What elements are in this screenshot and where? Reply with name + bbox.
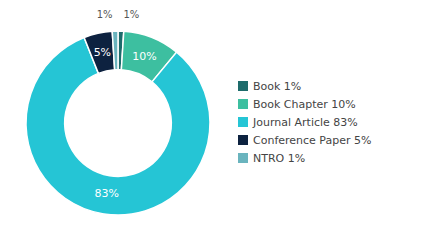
legend: Book 1% Book Chapter 10% Journal Article 8… (238, 80, 371, 165)
legend-item: Book Chapter 10% (238, 98, 356, 111)
legend-item: Journal Article 83% (238, 116, 358, 129)
chart: 1% 10% 83% 5% 1% Book 1% Book Chapter 10% Journ… (0, 0, 443, 246)
legend-swatch (238, 117, 248, 127)
slice (112, 31, 118, 70)
legend-item: Book 1% (238, 80, 301, 93)
donut (26, 31, 210, 215)
legend-label: Book 1% (253, 80, 301, 93)
data-label: 1% (97, 9, 113, 20)
legend-swatch (238, 153, 248, 163)
legend-item: NTRO 1% (238, 152, 305, 165)
legend-label: Journal Article 83% (252, 116, 358, 129)
legend-label: Conference Paper 5% (253, 134, 371, 147)
legend-swatch (238, 135, 248, 145)
data-label: 5% (94, 46, 111, 59)
legend-item: Conference Paper 5% (238, 134, 371, 147)
legend-swatch (238, 81, 248, 91)
data-label: 83% (95, 187, 119, 200)
data-label: 1% (123, 9, 139, 20)
legend-swatch (238, 99, 248, 109)
legend-label: NTRO 1% (253, 152, 305, 165)
legend-label: Book Chapter 10% (253, 98, 356, 111)
data-labels: 1% 10% 83% 5% 1% (94, 9, 157, 200)
slice (84, 31, 115, 73)
data-label: 10% (132, 50, 156, 63)
